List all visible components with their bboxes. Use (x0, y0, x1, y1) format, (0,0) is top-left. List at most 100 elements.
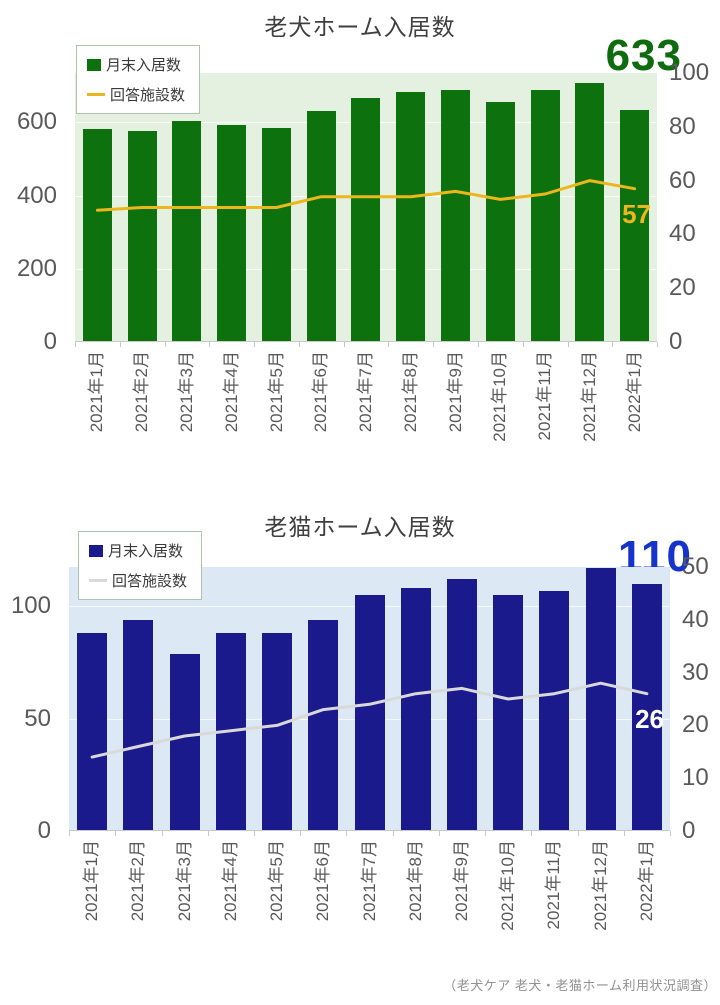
category-tick (343, 342, 345, 347)
x-axis-label: 2021年7月 (359, 840, 379, 922)
right-axis-tick-label: 0 (669, 328, 683, 355)
bar (306, 111, 336, 342)
category-tick (623, 831, 625, 836)
left-axis-tick-label: 600 (16, 108, 57, 136)
right-axis-tick-label: 0 (682, 817, 696, 844)
right-axis-tick-label: 20 (669, 274, 696, 302)
bar (446, 579, 477, 831)
bar-series-swatch (89, 544, 103, 557)
category-tick (567, 342, 569, 347)
right-axis-tick-label: 30 (682, 658, 709, 686)
line-series-swatch (87, 93, 105, 96)
x-axis-label: 2021年5月 (267, 840, 286, 922)
bar (354, 595, 385, 831)
bar-series-label: 月末入居数 (106, 57, 182, 74)
x-axis-label: 2021年12月 (590, 840, 610, 931)
category-tick (485, 831, 487, 836)
x-axis-label: 2021年6月 (311, 351, 331, 433)
category-tick (388, 342, 390, 347)
category-tick (115, 831, 117, 836)
bar (631, 583, 662, 831)
category-tick (207, 831, 209, 836)
x-axis-label: 2021年1月 (82, 840, 102, 922)
category-tick (69, 831, 70, 836)
left-axis-tick-label: 100 (10, 592, 51, 620)
x-axis-label: 2022年1月 (624, 351, 644, 433)
x-axis-label: 2021年10月 (498, 840, 518, 931)
x-axis-label: 2021年12月 (579, 351, 599, 442)
right-axis-tick-label: 40 (682, 605, 709, 633)
category-tick (577, 831, 579, 836)
bar-series-swatch (87, 58, 101, 71)
bar (441, 89, 471, 342)
x-axis-label: 2021年3月 (176, 351, 196, 433)
category-tick (75, 342, 76, 347)
category-tick (298, 342, 300, 347)
plot-area: 57 (75, 73, 657, 342)
category-tick (161, 831, 163, 836)
right-axis-tick-label: 100 (669, 59, 710, 86)
bar (123, 619, 154, 831)
category-tick (392, 831, 394, 836)
bar (127, 130, 157, 342)
category-tick (522, 342, 524, 347)
right-axis-tick-label: 60 (669, 166, 696, 194)
right-axis-tick-label: 80 (669, 112, 696, 140)
left-axis-tick-label: 0 (43, 328, 57, 355)
trend-line (95, 179, 637, 212)
category-tick (164, 342, 166, 347)
line-end-value-label: 26 (635, 703, 664, 734)
bar (396, 92, 426, 342)
x-axis-label: 2021年2月 (132, 351, 152, 433)
line-series-label: 回答施設数 (112, 573, 188, 590)
bar (308, 619, 339, 831)
dog-home-chart: 老犬ホーム入居数 633 月末入居数 回答施設数 57 0 200 400 600 0 2… (0, 0, 720, 495)
x-axis-label: 2021年2月 (128, 840, 148, 922)
x-axis-label: 2021年8月 (405, 840, 425, 922)
category-tick (119, 342, 121, 347)
legend-item-bars: 月末入居数 (87, 54, 185, 75)
bar-series-label: 月末入居数 (108, 543, 184, 560)
x-axis-line (69, 830, 670, 831)
source-note: （老犬ケア 老犬・老猫ホーム利用状況調査） (443, 978, 717, 993)
legend: 月末入居数 回答施設数 (76, 45, 201, 114)
left-axis-tick-label: 200 (16, 254, 57, 282)
category-tick (300, 831, 302, 836)
category-tick (670, 831, 671, 836)
left-axis-tick-label: 0 (37, 817, 51, 844)
line-series-swatch (89, 579, 107, 582)
x-axis-label: 2021年9月 (445, 351, 465, 433)
x-axis-label: 2021年1月 (87, 351, 107, 433)
x-axis-line (75, 341, 657, 342)
trend-line (90, 681, 649, 759)
x-axis-label: 2021年4月 (220, 840, 240, 922)
category-tick (433, 342, 435, 347)
right-axis-tick-label: 50 (682, 553, 709, 580)
x-axis-label: 2021年8月 (400, 351, 420, 433)
bar (172, 120, 202, 342)
bar (82, 128, 112, 342)
x-axis-label: 2021年9月 (452, 840, 471, 922)
bar (530, 90, 560, 342)
x-axis-label: 2021年6月 (313, 840, 333, 922)
right-axis-tick-label: 20 (682, 711, 709, 739)
category-tick (346, 831, 348, 836)
category-tick (531, 831, 533, 836)
category-tick (477, 342, 479, 347)
x-axis-label: 2021年10月 (490, 351, 510, 442)
bar (261, 128, 291, 342)
x-axis-label: 2021年4月 (221, 351, 241, 433)
category-tick (657, 342, 658, 347)
x-axis-label: 2021年11月 (544, 840, 564, 930)
legend-item-line: 回答施設数 (89, 570, 187, 591)
bar (575, 82, 605, 342)
line-end-value-label: 57 (622, 198, 651, 229)
category-tick (438, 831, 440, 836)
bar (493, 595, 524, 831)
latest-occupancy-value: 633 (605, 31, 682, 80)
chart-title: 老猫ホーム入居数 (264, 514, 456, 540)
plot-area: 26 (69, 567, 670, 831)
legend: 月末入居数 回答施設数 (78, 531, 203, 600)
bar (77, 633, 108, 831)
